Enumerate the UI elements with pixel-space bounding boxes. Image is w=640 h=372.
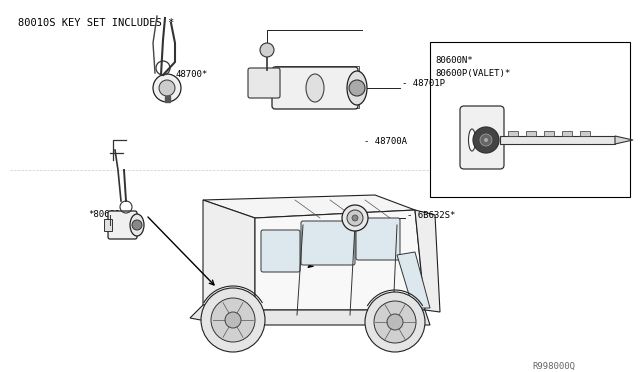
Circle shape [342,205,368,231]
Polygon shape [580,131,590,136]
Text: 80600N*: 80600N* [435,56,472,65]
Bar [104,219,112,231]
Circle shape [473,127,499,153]
Circle shape [374,301,416,343]
Circle shape [225,312,241,328]
FancyBboxPatch shape [301,221,355,265]
Bar [500,136,615,144]
Polygon shape [203,195,415,218]
Text: - 48701P: - 48701P [402,78,445,87]
FancyBboxPatch shape [356,218,400,260]
Text: 80010S KEY SET INCLUDES *: 80010S KEY SET INCLUDES * [18,18,174,28]
Polygon shape [508,131,518,136]
Ellipse shape [130,214,144,236]
Circle shape [201,288,265,352]
Circle shape [153,74,181,102]
Circle shape [484,138,488,142]
Bar [430,42,630,197]
Circle shape [211,298,255,342]
FancyBboxPatch shape [248,68,280,98]
Text: 48700*: 48700* [175,70,207,79]
Circle shape [352,215,358,221]
Polygon shape [526,131,536,136]
Circle shape [387,314,403,330]
FancyBboxPatch shape [460,106,504,169]
Circle shape [260,43,274,57]
Polygon shape [203,200,255,310]
Text: 80600P(VALET)*: 80600P(VALET)* [435,69,510,78]
Polygon shape [562,131,572,136]
Circle shape [480,134,492,146]
Text: - 48700A: - 48700A [364,137,407,145]
Polygon shape [255,210,425,310]
Ellipse shape [306,74,324,102]
Ellipse shape [468,129,476,151]
Circle shape [159,80,175,96]
Polygon shape [164,96,170,102]
Bar [275,66,359,108]
Polygon shape [190,305,430,325]
Text: - 6B632S*: - 6B632S* [407,211,456,219]
Text: *80601: *80601 [88,210,120,219]
FancyBboxPatch shape [261,230,300,272]
Text: R998000Q: R998000Q [532,362,575,371]
Ellipse shape [347,71,367,105]
Circle shape [365,292,425,352]
FancyBboxPatch shape [272,67,358,109]
FancyBboxPatch shape [108,211,137,239]
Circle shape [347,210,363,226]
Polygon shape [397,252,430,308]
Circle shape [132,220,142,230]
Polygon shape [615,136,633,144]
Polygon shape [415,210,440,312]
Circle shape [349,80,365,96]
Polygon shape [544,131,554,136]
